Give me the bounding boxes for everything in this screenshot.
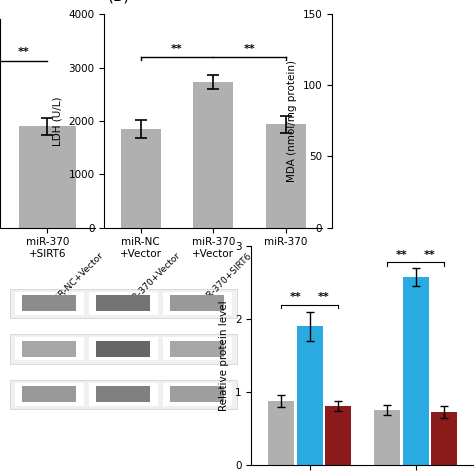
- Bar: [268, 401, 294, 465]
- Bar: [163, 292, 232, 315]
- Y-axis label: LDH (U/L): LDH (U/L): [53, 96, 63, 146]
- Text: **: **: [244, 44, 255, 54]
- Text: miR-370+SIRT6: miR-370+SIRT6: [197, 251, 253, 307]
- Bar: [22, 341, 76, 357]
- Text: miR-NC+Vector: miR-NC+Vector: [49, 251, 105, 307]
- Text: **: **: [318, 292, 329, 302]
- Bar: [163, 383, 232, 406]
- Bar: [431, 412, 457, 465]
- Bar: [402, 277, 428, 465]
- Bar: [19, 127, 76, 228]
- Bar: [120, 129, 161, 228]
- Bar: [10, 334, 237, 364]
- Bar: [96, 341, 150, 357]
- Bar: [89, 292, 158, 315]
- Text: miR-370+Vector: miR-370+Vector: [123, 251, 182, 310]
- Bar: [266, 124, 306, 228]
- Bar: [374, 410, 401, 465]
- Text: **: **: [396, 250, 407, 260]
- Bar: [163, 337, 232, 360]
- Bar: [193, 82, 233, 228]
- Bar: [15, 383, 84, 406]
- Text: **: **: [171, 44, 183, 54]
- Bar: [96, 295, 150, 311]
- Text: (B): (B): [108, 0, 130, 4]
- Bar: [170, 341, 224, 357]
- Bar: [170, 295, 224, 311]
- Text: **: **: [290, 292, 301, 302]
- Bar: [325, 406, 351, 465]
- Bar: [10, 289, 237, 318]
- Text: **: **: [424, 250, 436, 260]
- Bar: [170, 386, 224, 402]
- Bar: [89, 383, 158, 406]
- Bar: [15, 337, 84, 360]
- Bar: [297, 327, 323, 465]
- Y-axis label: Relative protein level: Relative protein level: [219, 300, 229, 411]
- Bar: [10, 380, 237, 409]
- Bar: [22, 295, 76, 311]
- Bar: [22, 386, 76, 402]
- Bar: [89, 337, 158, 360]
- Text: **: **: [18, 46, 29, 56]
- Y-axis label: MDA (nmol/mg protein): MDA (nmol/mg protein): [287, 60, 297, 182]
- Bar: [96, 386, 150, 402]
- Bar: [15, 292, 84, 315]
